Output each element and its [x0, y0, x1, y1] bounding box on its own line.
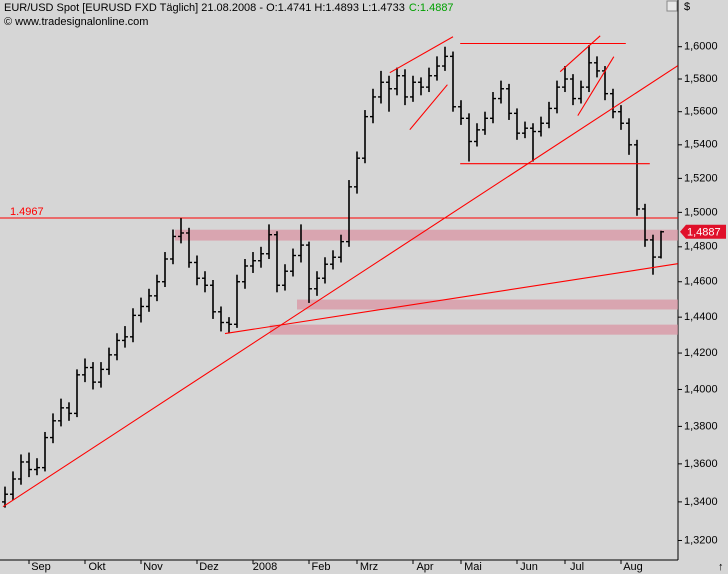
- x-tick-label: Apr: [416, 561, 433, 573]
- trendline: [577, 56, 615, 116]
- trendline: [559, 35, 601, 73]
- y-tick-label: 1,4800: [684, 241, 718, 253]
- y-tick-label: 1,3600: [684, 458, 718, 470]
- x-tick-label: Nov: [143, 561, 163, 573]
- x-tick-label: Sep: [31, 561, 51, 573]
- last-price-label: 1,4887: [687, 227, 721, 239]
- y-tick-label: 1,5800: [684, 73, 718, 85]
- support-zone: [297, 299, 678, 310]
- y-tick-label: 1,5400: [684, 139, 718, 151]
- x-tick-label: Feb: [312, 561, 331, 573]
- window-button[interactable]: [666, 0, 678, 12]
- y-tick-label: 1,5200: [684, 172, 718, 184]
- x-tick-label: 2008: [253, 561, 277, 573]
- support-zone: [269, 324, 678, 335]
- level-label: 1.4967: [10, 206, 44, 218]
- y-tick-label: 1,4200: [684, 347, 718, 359]
- x-tick-label: Dez: [199, 561, 219, 573]
- y-tick-label: 1,5600: [684, 106, 718, 118]
- trendline: [409, 84, 448, 131]
- trendline: [224, 263, 678, 335]
- y-tick-label: 1,3400: [684, 496, 718, 508]
- y-tick-label: 1,4600: [684, 276, 718, 288]
- trendline: [2, 65, 679, 508]
- y-tick-label: 1,3200: [684, 534, 718, 546]
- currency-label: $: [684, 1, 690, 13]
- chart-subtitle: © www.tradesignalonline.com: [4, 16, 148, 28]
- y-tick-label: 1,4000: [684, 383, 718, 395]
- y-tick-label: 1,3800: [684, 420, 718, 432]
- chart-title-close: C:1.4887: [409, 2, 454, 14]
- x-tick-label: Jun: [520, 561, 538, 573]
- trendline: [389, 36, 454, 74]
- last-price-badge: [680, 224, 726, 239]
- chart-title: EUR/USD Spot [EURUSD FXD Täglich] 21.08.…: [4, 2, 405, 14]
- scroll-arrow[interactable]: ↑: [718, 561, 724, 573]
- x-tick-label: Okt: [88, 561, 105, 573]
- x-tick-label: Aug: [623, 561, 643, 573]
- y-tick-label: 1,5000: [684, 206, 718, 218]
- x-tick-label: Mai: [464, 561, 482, 573]
- y-tick-label: 1,4400: [684, 311, 718, 323]
- y-tick-label: 1,6000: [684, 41, 718, 53]
- x-tick-label: Mrz: [360, 561, 378, 573]
- support-zone: [175, 229, 678, 241]
- x-tick-label: Jul: [570, 561, 584, 573]
